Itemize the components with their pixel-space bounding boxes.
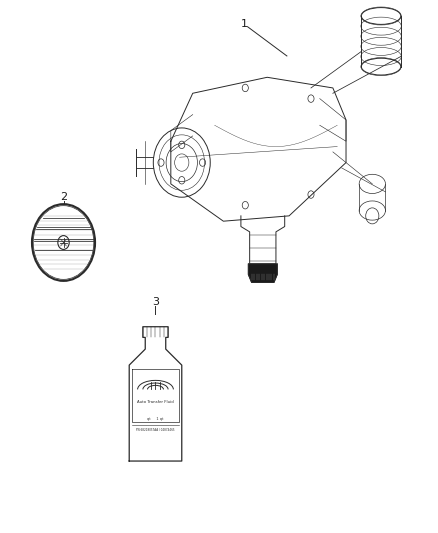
Text: 2: 2 [60,192,67,202]
Polygon shape [248,264,277,282]
Text: Auto Transfer Fluid: Auto Transfer Fluid [137,400,174,405]
Text: 3: 3 [152,297,159,307]
Text: 1: 1 [241,19,248,29]
Text: PN 68218057AA / 04874465: PN 68218057AA / 04874465 [136,428,175,432]
Text: qt     1 qt: qt 1 qt [147,416,164,421]
